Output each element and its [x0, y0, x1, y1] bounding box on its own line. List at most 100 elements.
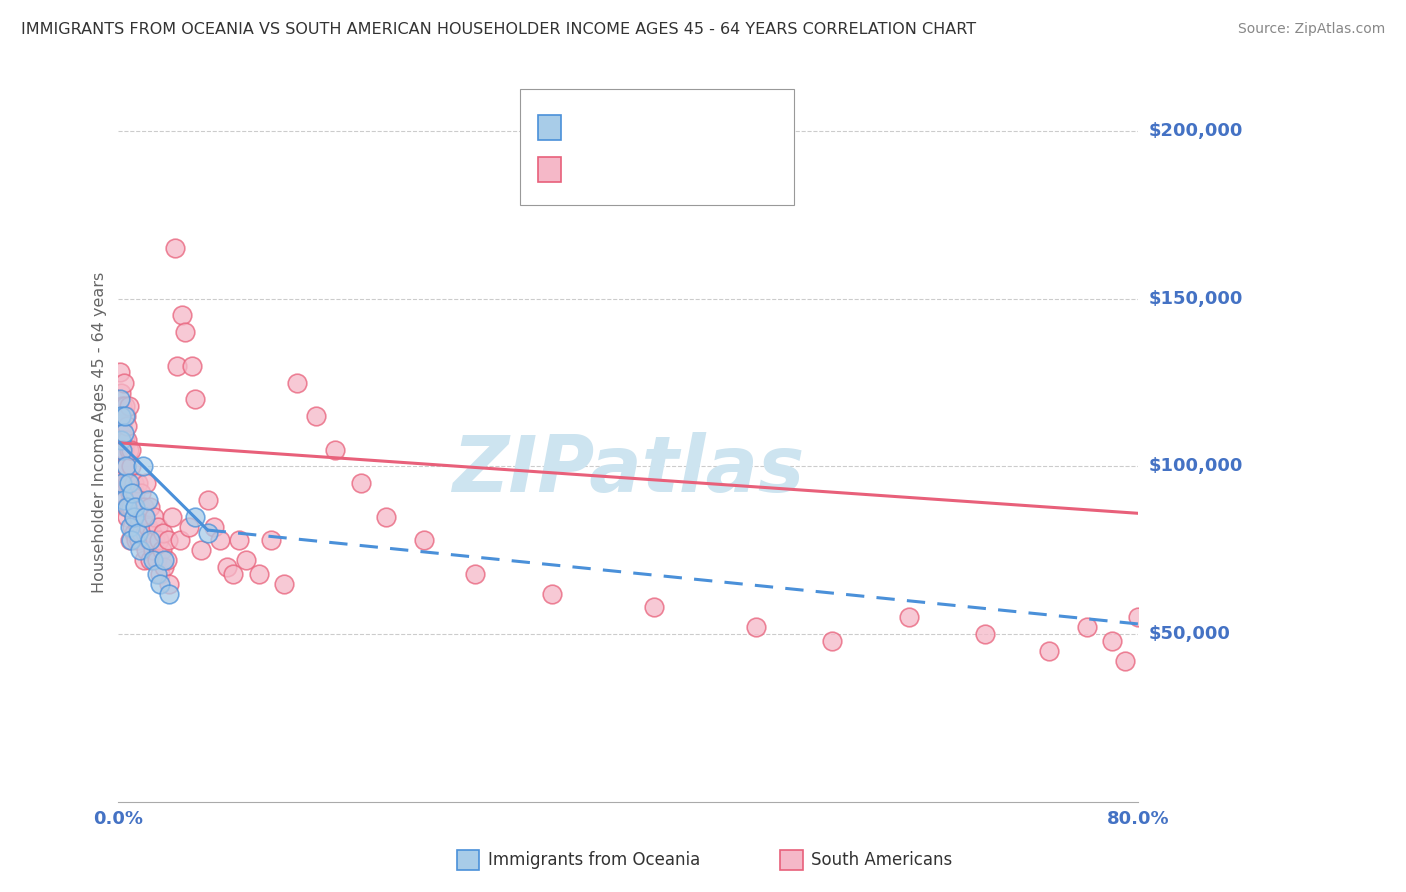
Point [129, 500, 152, 514]
Point [157, 587, 180, 601]
Point [163, 242, 186, 256]
Point [129, 543, 152, 558]
Point [114, 492, 136, 507]
Point [117, 399, 139, 413]
Point [108, 392, 131, 407]
Point [285, 376, 308, 390]
Point [115, 459, 138, 474]
Text: N =: N = [664, 119, 700, 136]
Point [117, 500, 139, 514]
Point [744, 620, 766, 634]
Text: Source: ZipAtlas.com: Source: ZipAtlas.com [1237, 22, 1385, 37]
Point [121, 519, 143, 533]
Point [131, 459, 153, 474]
Point [142, 543, 165, 558]
Point [108, 425, 131, 440]
Point [177, 519, 200, 533]
Point [120, 500, 142, 514]
Point [122, 509, 145, 524]
Point [127, 526, 149, 541]
Point [142, 553, 165, 567]
Text: IMMIGRANTS FROM OCEANIA VS SOUTH AMERICAN HOUSEHOLDER INCOME AGES 45 - 64 YEARS : IMMIGRANTS FROM OCEANIA VS SOUTH AMERICA… [21, 22, 976, 37]
Point [197, 526, 219, 541]
Point [157, 533, 180, 548]
Point [273, 576, 295, 591]
Point [153, 553, 176, 567]
Text: South Americans: South Americans [811, 851, 952, 869]
Point [131, 509, 153, 524]
Point [1101, 633, 1123, 648]
Point [124, 500, 146, 514]
Point [121, 486, 143, 500]
Point [190, 543, 212, 558]
Point [128, 533, 150, 548]
Point [111, 419, 134, 434]
Point [118, 486, 141, 500]
Point [974, 627, 997, 641]
Point [110, 385, 132, 400]
Point [134, 509, 156, 524]
Point [146, 519, 169, 533]
Point [1126, 610, 1149, 624]
Point [110, 409, 132, 423]
Point [124, 486, 146, 500]
Point [222, 566, 245, 581]
Text: $200,000: $200,000 [1149, 122, 1243, 140]
Point [209, 533, 232, 548]
Point [305, 409, 328, 423]
Point [125, 533, 148, 548]
Text: R =: R = [572, 161, 609, 179]
Point [117, 500, 139, 514]
Point [111, 433, 134, 447]
Point [112, 376, 135, 390]
Text: 108: 108 [699, 161, 734, 179]
Point [643, 600, 665, 615]
Point [197, 492, 219, 507]
Point [181, 359, 204, 373]
Point [114, 433, 136, 447]
Point [131, 486, 153, 500]
Point [153, 560, 176, 574]
Point [122, 476, 145, 491]
Point [111, 442, 134, 457]
Point [110, 409, 132, 423]
Point [375, 509, 398, 524]
Point [202, 519, 225, 533]
Point [148, 533, 170, 548]
Point [413, 533, 436, 548]
Point [117, 442, 139, 457]
Text: R =: R = [572, 119, 609, 136]
Point [115, 500, 138, 514]
Point [117, 476, 139, 491]
Point [464, 566, 486, 581]
Point [132, 500, 155, 514]
Text: $50,000: $50,000 [1149, 625, 1230, 643]
Point [114, 409, 136, 423]
Point [135, 543, 157, 558]
Point [117, 476, 139, 491]
Point [111, 476, 134, 491]
Point [132, 553, 155, 567]
Point [110, 442, 132, 457]
Point [134, 526, 156, 541]
Point [118, 533, 141, 548]
Point [136, 519, 159, 533]
Point [117, 433, 139, 447]
Text: 29: 29 [699, 119, 723, 136]
Point [111, 476, 134, 491]
Text: -0.127: -0.127 [612, 119, 671, 136]
Text: Immigrants from Oceania: Immigrants from Oceania [488, 851, 700, 869]
Point [112, 425, 135, 440]
Point [120, 459, 142, 474]
Point [1076, 620, 1098, 634]
Y-axis label: Householder Income Ages 45 - 64 years: Householder Income Ages 45 - 64 years [93, 272, 107, 593]
Point [138, 533, 160, 548]
Point [235, 553, 257, 567]
Point [540, 587, 562, 601]
Point [150, 543, 173, 558]
Point [160, 509, 183, 524]
Point [111, 399, 134, 413]
Point [143, 509, 166, 524]
Text: $150,000: $150,000 [1149, 290, 1243, 308]
Point [117, 509, 139, 524]
